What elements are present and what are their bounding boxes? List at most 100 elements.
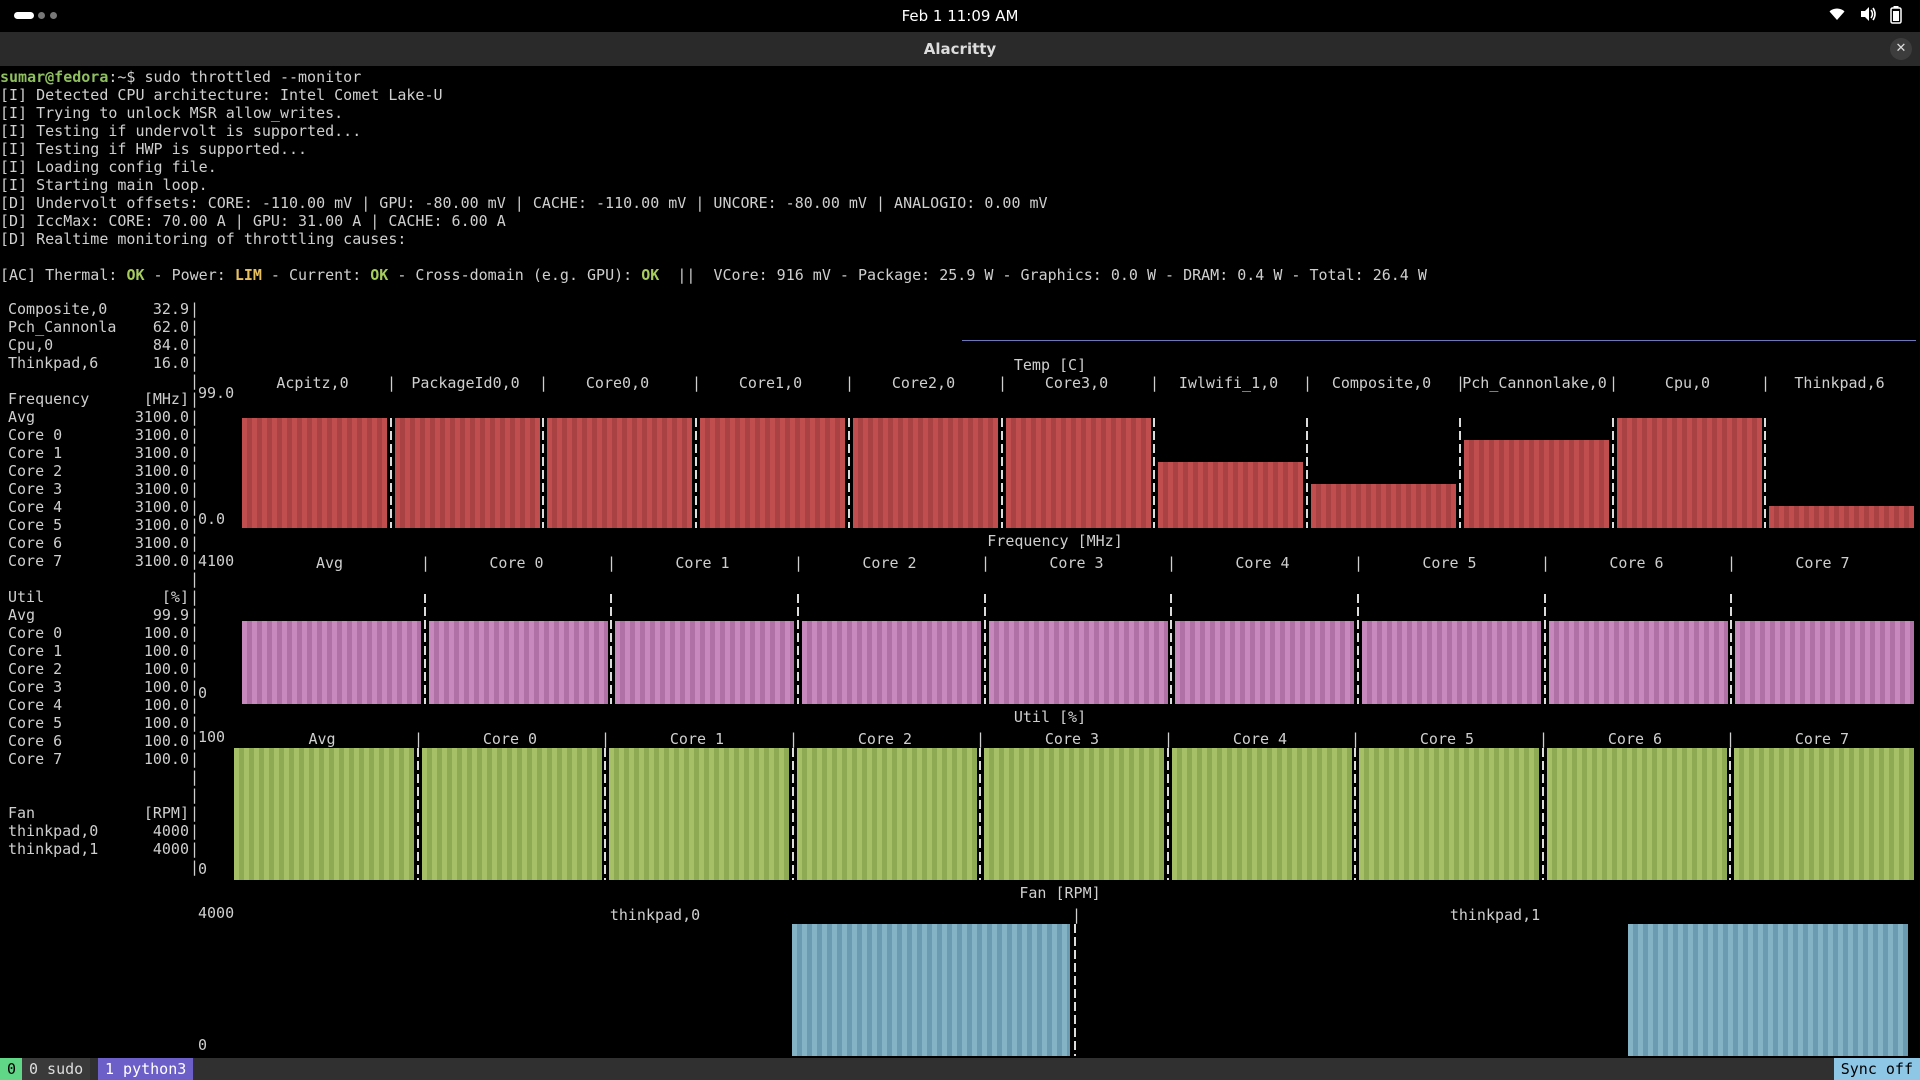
window-tab-python3[interactable]: 1 python3	[98, 1058, 194, 1080]
chart-bar	[853, 418, 998, 528]
log-line: [I] Detected CPU architecture: Intel Com…	[0, 86, 443, 104]
util-axis-bottom: 0	[198, 860, 208, 878]
workspace-indicator-active[interactable]	[14, 12, 34, 19]
close-button[interactable]: ✕	[1890, 38, 1912, 60]
crossdomain-status: OK	[641, 266, 660, 284]
chart-bar	[1362, 621, 1541, 704]
chart-bar	[984, 748, 1164, 880]
chart-category-label: Pch_Cannonlake,0	[1462, 374, 1607, 392]
temp-readout-label: Composite,0	[8, 300, 108, 318]
util-readout-value: 100.0	[143, 714, 189, 732]
chart-title: Temp [C]	[1013, 356, 1087, 374]
freq-readout-value: 3100.0	[134, 552, 189, 570]
fan-axis-bottom: 0	[198, 1036, 208, 1054]
chart-separator-tick: |	[539, 374, 549, 392]
axis-pipe: |	[190, 804, 200, 822]
axis-pipe: |	[190, 444, 200, 462]
log-line: [I] Trying to unlock MSR allow_writes.	[0, 104, 344, 122]
chart-separator	[1074, 924, 1076, 1056]
freq-readout-label: Core 7	[8, 552, 63, 570]
clock[interactable]: Feb 1 11:09 AM	[901, 7, 1019, 25]
chart-bar	[1006, 418, 1151, 528]
sync-status[interactable]: Sync off	[1833, 1058, 1920, 1080]
chart-separator	[1167, 748, 1169, 880]
chart-bar	[1769, 506, 1914, 528]
util-readout-value: 99.9	[152, 606, 189, 624]
volume-icon[interactable]	[1857, 6, 1879, 26]
freq-readout-value: 3100.0	[134, 498, 189, 516]
chart-separator	[1459, 418, 1461, 528]
session-indicator[interactable]: 0	[0, 1058, 24, 1080]
chart-separator-tick: |	[601, 730, 611, 748]
terminal-area[interactable]: sumar@fedora:~$ sudo throttled --monitor…	[0, 66, 1920, 1058]
util-readout-label: Core 7	[8, 750, 63, 768]
chart-separator	[1306, 418, 1308, 528]
fan-header-value: [RPM]	[143, 804, 189, 822]
chart-bar	[615, 621, 794, 704]
temp-readout-value: 62.0	[152, 318, 189, 336]
power-status: LIM	[234, 266, 262, 284]
battery-icon[interactable]	[1885, 6, 1907, 26]
chart-category-label: Thinkpad,6	[1794, 374, 1885, 392]
axis-pipe: |	[190, 750, 200, 768]
chart-separator	[695, 418, 697, 528]
chart-separator-tick: |	[421, 554, 431, 572]
wifi-icon[interactable]	[1826, 6, 1848, 26]
prompt-user: sumar@fedora	[0, 68, 109, 86]
chart-separator	[1357, 594, 1359, 704]
temp-readout-value: 32.9	[152, 300, 189, 318]
log-line: [I] Loading config file.	[0, 158, 217, 176]
util-readout-value: 100.0	[143, 678, 189, 696]
util-axis-top: 100	[198, 728, 226, 746]
window-tab-sudo[interactable]: 0 sudo	[22, 1058, 91, 1080]
axis-pipe: |	[190, 732, 200, 750]
util-readout-label: Core 6	[8, 732, 63, 750]
workspace-indicator[interactable]	[50, 12, 57, 19]
chart-category-label: Composite,0	[1331, 374, 1432, 392]
chart-category-label: Avg	[315, 554, 344, 572]
util-readout-label: Core 2	[8, 660, 63, 678]
axis-pipe: |	[190, 660, 200, 678]
chart-separator	[1730, 594, 1732, 704]
chart-separator-tick: |	[1164, 730, 1174, 748]
throttle-status-line: [AC] Thermal: OK - Power: LIM - Current:…	[0, 266, 1427, 284]
axis-pipe: |	[190, 822, 200, 840]
fan-readout-value: 4000	[152, 822, 189, 840]
axis-pipe: |	[190, 570, 200, 588]
chart-category-label: Core 2	[857, 730, 913, 748]
temp-readout-value: 16.0	[152, 354, 189, 372]
chart-separator-tick: |	[981, 554, 991, 572]
temp-readout-label: Thinkpad,6	[8, 354, 99, 372]
workspace-indicator[interactable]	[38, 12, 45, 19]
chart-category-label: Core 4	[1232, 730, 1288, 748]
axis-pipe: |	[190, 840, 200, 858]
chart-separator	[1354, 748, 1356, 880]
chart-separator-tick: |	[692, 374, 702, 392]
chart-category-label: PackageId0,0	[411, 374, 520, 392]
freq-readout-label: Core 5	[8, 516, 63, 534]
chart-bar	[609, 748, 789, 880]
util-readout-value: 100.0	[143, 624, 189, 642]
chart-bar	[989, 621, 1168, 704]
axis-pipe: |	[190, 552, 200, 570]
thermal-status: OK	[126, 266, 145, 284]
chart-bar	[242, 621, 421, 704]
chart-separator-tick: |	[845, 374, 855, 392]
chart-category-label: Core 2	[862, 554, 917, 572]
chart-separator-tick: |	[1303, 374, 1313, 392]
freq-readout-value: 3100.0	[134, 426, 189, 444]
chart-bar	[700, 418, 845, 528]
separator-line	[962, 340, 1916, 341]
chart-separator	[1542, 748, 1544, 880]
chart-bar	[792, 924, 1070, 1056]
chart-category-label: Core 0	[482, 730, 538, 748]
axis-pipe: |	[190, 678, 200, 696]
chart-bar	[234, 748, 414, 880]
chart-category-label: Core 3	[1044, 730, 1100, 748]
chart-separator	[979, 748, 981, 880]
chart-separator-tick: |	[1761, 374, 1771, 392]
fan-header-label: Fan	[8, 804, 36, 822]
freq-readout-value: 3100.0	[134, 408, 189, 426]
current-status: OK	[370, 266, 389, 284]
window-titlebar[interactable]: Alacritty ✕	[0, 32, 1920, 66]
